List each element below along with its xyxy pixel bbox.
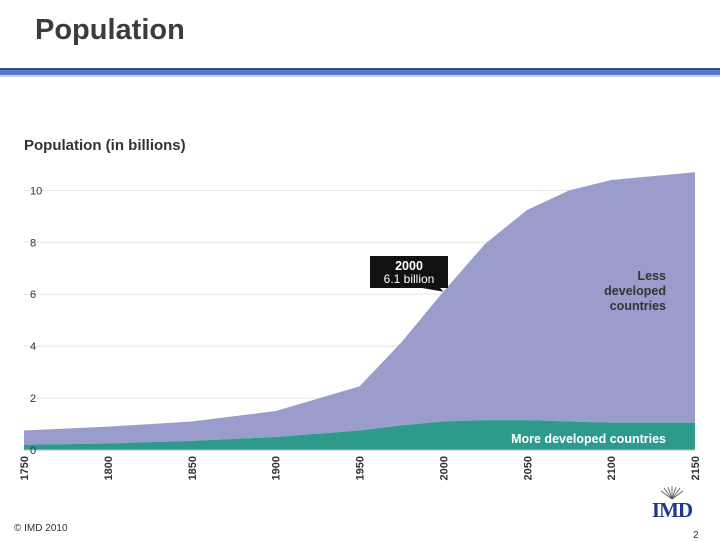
chart-areas xyxy=(24,172,695,451)
y-tick-label: 8 xyxy=(30,237,36,249)
area-more-developed xyxy=(24,420,695,450)
series-label-less-developed: Less xyxy=(638,269,667,283)
series-label-more-developed: More developed countries xyxy=(511,432,666,446)
footer-copyright: © IMD 2010 xyxy=(14,523,68,534)
y-tick-label: 0 xyxy=(30,445,36,457)
y-tick-label: 10 xyxy=(30,185,42,197)
x-tick-label: 2100 xyxy=(606,456,618,480)
x-tick-label: 1950 xyxy=(355,456,367,480)
imd-logo: IMD xyxy=(650,486,694,522)
y-tick-label: 2 xyxy=(30,393,36,405)
x-tick-label: 1850 xyxy=(187,456,199,480)
callout-value: 6.1 billion xyxy=(384,272,435,286)
x-tick-label: 1900 xyxy=(271,456,283,480)
x-tick-label: 2150 xyxy=(690,456,702,480)
population-chart: Population (in billions) 0 2 4 6 8 10 1750 180… xyxy=(19,137,702,480)
y-tick-label: 6 xyxy=(30,289,36,301)
y-tick-label: 4 xyxy=(30,341,36,353)
page-number: 2 xyxy=(693,530,699,541)
series-labels: More developed countries Lessdevelopedcou… xyxy=(511,269,666,446)
x-tick-label: 2050 xyxy=(522,456,534,480)
chart-title: Population (in billions) xyxy=(24,137,186,154)
x-tick-label: 2000 xyxy=(438,456,450,480)
logo-text: IMD xyxy=(651,498,693,522)
series-label-less-developed: countries xyxy=(610,299,666,313)
area-less-developed xyxy=(24,172,695,445)
x-axis-ticks: 1750 1800 1850 1900 1950 2000 2050 2100 2150 xyxy=(19,456,702,480)
x-tick-label: 1800 xyxy=(103,456,115,480)
y-axis-ticks: 0 2 4 6 8 10 xyxy=(30,185,42,457)
callout-year: 2000 xyxy=(395,259,423,273)
callout-box xyxy=(370,256,448,292)
series-label-less-developed: developed xyxy=(604,284,666,298)
x-tick-label: 1750 xyxy=(19,456,31,480)
logo-emblem-icon xyxy=(660,486,684,500)
title-rule xyxy=(0,68,720,77)
slide-title: Population xyxy=(35,14,185,46)
